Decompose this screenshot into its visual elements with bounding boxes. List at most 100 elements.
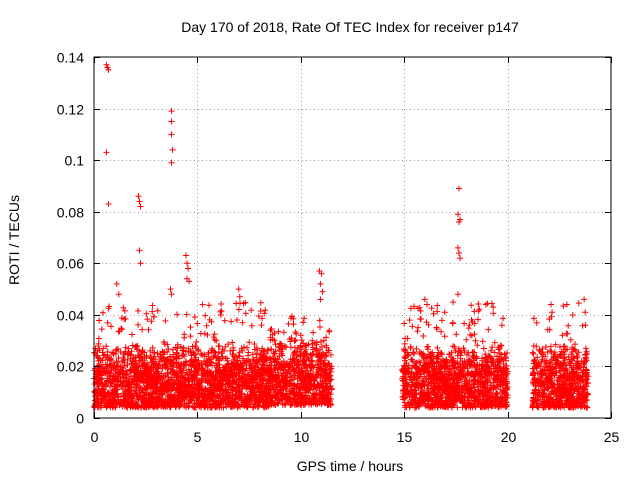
data-point xyxy=(191,351,198,358)
data-point xyxy=(126,377,133,384)
data-point xyxy=(128,383,135,390)
data-point xyxy=(133,400,140,407)
data-point xyxy=(227,372,234,379)
data-point xyxy=(139,349,146,356)
data-point xyxy=(209,362,216,369)
data-point xyxy=(135,321,142,328)
data-point xyxy=(109,393,116,400)
data-point xyxy=(91,349,98,356)
data-point xyxy=(207,358,214,365)
data-point xyxy=(215,349,222,356)
data-point xyxy=(160,338,167,345)
data-point xyxy=(217,308,224,315)
data-point xyxy=(217,311,224,318)
data-point xyxy=(186,387,193,394)
data-point xyxy=(235,372,242,379)
data-point xyxy=(132,360,139,367)
data-point xyxy=(137,404,144,411)
data-point xyxy=(230,369,237,376)
data-point xyxy=(120,374,127,381)
data-point xyxy=(193,376,200,383)
data-point xyxy=(180,344,187,351)
data-point xyxy=(248,369,255,376)
data-point xyxy=(203,395,210,402)
data-point xyxy=(261,404,268,411)
data-point xyxy=(241,376,248,383)
data-point xyxy=(129,358,136,365)
data-point xyxy=(105,305,112,312)
data-point xyxy=(181,353,188,360)
data-point xyxy=(176,368,183,375)
data-point xyxy=(194,320,201,327)
data-point xyxy=(154,350,161,357)
data-point xyxy=(219,353,226,360)
data-point xyxy=(104,365,111,372)
data-point xyxy=(101,351,108,358)
data-point xyxy=(235,403,242,410)
data-point xyxy=(165,374,172,381)
data-point xyxy=(216,369,223,376)
data-point xyxy=(202,375,209,382)
data-point xyxy=(101,386,108,393)
data-point xyxy=(107,370,114,377)
data-point xyxy=(182,348,189,355)
data-point xyxy=(177,373,184,380)
data-point xyxy=(221,364,228,371)
data-point xyxy=(239,347,246,354)
data-point xyxy=(247,392,254,399)
data-point xyxy=(162,317,169,324)
data-point xyxy=(170,380,177,387)
data-point xyxy=(149,302,156,309)
data-point xyxy=(159,365,166,372)
data-point xyxy=(136,357,143,364)
data-point xyxy=(248,307,255,314)
data-point xyxy=(125,379,132,386)
data-point xyxy=(222,355,229,362)
data-point xyxy=(172,398,179,405)
data-point xyxy=(135,396,142,403)
data-point xyxy=(94,390,101,397)
data-point xyxy=(95,342,102,349)
data-point xyxy=(142,372,149,379)
data-point xyxy=(106,354,113,361)
data-point xyxy=(179,347,186,354)
data-point xyxy=(195,380,202,387)
data-point xyxy=(129,378,136,385)
data-point xyxy=(179,374,186,381)
data-point xyxy=(193,366,200,373)
data-point xyxy=(268,325,275,332)
data-point xyxy=(189,361,196,368)
data-point xyxy=(98,376,105,383)
data-point xyxy=(203,357,210,364)
data-point xyxy=(172,386,179,393)
data-point xyxy=(247,373,254,380)
data-point xyxy=(245,349,252,356)
data-point xyxy=(227,347,234,354)
data-point xyxy=(211,336,218,343)
data-point xyxy=(219,346,226,353)
data-point xyxy=(100,368,107,375)
data-point xyxy=(114,390,121,397)
data-point xyxy=(190,372,197,379)
data-point xyxy=(147,363,154,370)
data-point xyxy=(139,389,146,396)
data-point xyxy=(225,393,232,400)
data-point xyxy=(180,392,187,399)
data-point xyxy=(196,387,203,394)
data-point xyxy=(229,393,236,400)
data-point xyxy=(243,384,250,391)
data-point xyxy=(121,307,128,314)
data-point xyxy=(224,371,231,378)
data-point xyxy=(196,362,203,369)
data-point xyxy=(253,345,260,352)
data-point xyxy=(220,404,227,411)
data-point xyxy=(251,340,258,347)
data-point xyxy=(221,317,228,324)
data-point xyxy=(135,307,142,314)
data-point xyxy=(210,402,217,409)
data-point xyxy=(192,343,199,350)
data-point xyxy=(172,403,179,410)
data-point xyxy=(100,382,107,389)
data-point xyxy=(259,345,266,352)
data-point xyxy=(180,365,187,372)
